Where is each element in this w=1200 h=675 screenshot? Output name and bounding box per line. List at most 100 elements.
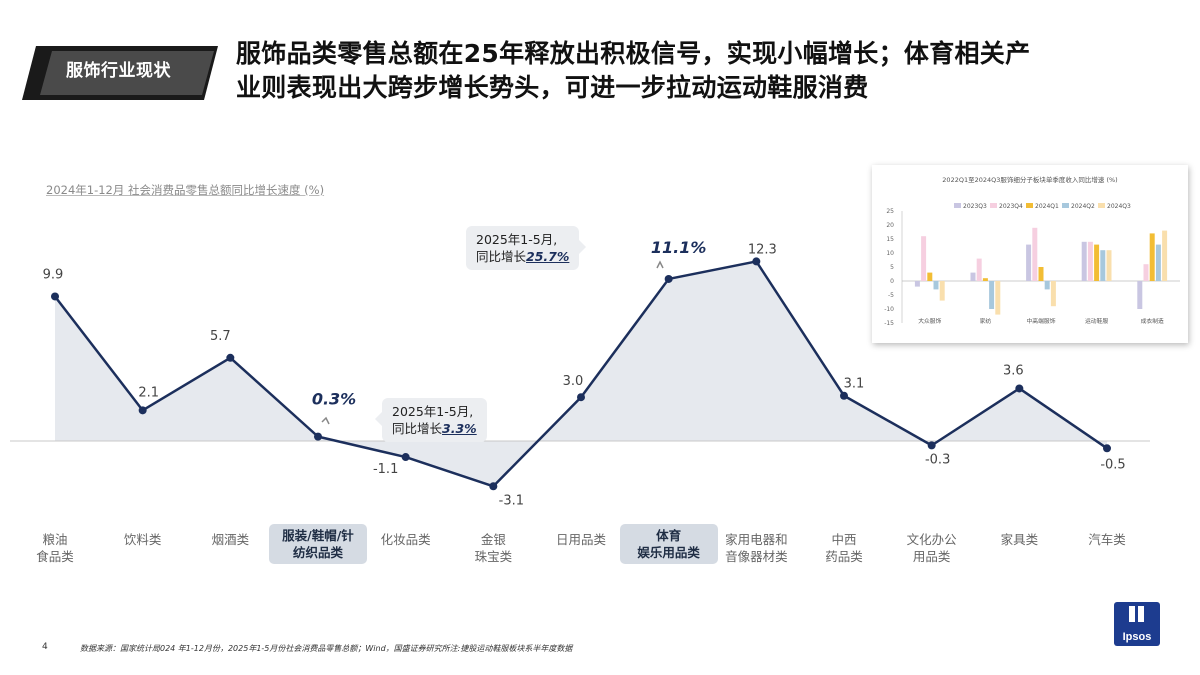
bar: [995, 281, 1001, 315]
category-label: 金银 珠宝类: [474, 532, 513, 564]
category-label: 汽车类: [1088, 532, 1126, 547]
data-label: 11.1%: [651, 238, 707, 257]
bar: [927, 272, 933, 281]
inset-bar-chart-panel: 2022Q1至2024Q3服饰细分子板块单季度收入同比增速 (%) 2023Q3 2…: [872, 165, 1188, 343]
category-label: 文化办公 用品类: [906, 532, 957, 564]
data-point: [1015, 384, 1024, 393]
category-label: 化妆品类: [380, 532, 431, 547]
main-chart-title: 2024年1-12月 社会消费品零售总额同比增长速度 (%): [46, 183, 325, 197]
bar: [1094, 244, 1100, 281]
bar: [1143, 264, 1149, 281]
callout-apparel-prefix: 同比增长: [392, 421, 443, 436]
data-label: -1.1: [373, 462, 398, 477]
callout-sports-value: 25.7%: [526, 249, 570, 264]
y-tick-label: -15: [884, 320, 894, 327]
bar: [1100, 250, 1106, 281]
data-label: 12.3: [748, 242, 777, 257]
legend-label: 2024Q1: [1035, 203, 1059, 210]
legend-label: 2023Q4: [999, 203, 1023, 210]
section-tag-label: 服饰行业现状: [66, 61, 171, 81]
data-label: -0.5: [1100, 457, 1125, 472]
headline-line-2: 业则表现出大跨步增长势头，可进一步拉动运动鞋服消费: [236, 73, 869, 102]
bar: [982, 278, 988, 281]
y-tick-label: -5: [888, 292, 894, 299]
y-tick-label: 0: [890, 278, 894, 285]
y-tick-label: 15: [886, 236, 894, 243]
logo-text: Ipsos: [1123, 631, 1152, 643]
bar: [1032, 227, 1038, 281]
headline-line-1: 服饰品类零售总额在25年释放出积极信号，实现小幅增长；体育相关产: [236, 39, 1031, 68]
category-label: 中西 药品类: [825, 532, 863, 564]
data-label: 5.7: [210, 329, 231, 344]
data-label: -0.3: [925, 452, 950, 467]
data-label: 2.1: [138, 385, 159, 400]
data-label: 3.1: [844, 377, 865, 392]
data-point: [577, 393, 585, 402]
data-point: [51, 292, 59, 301]
bar: [976, 258, 982, 281]
callout-apparel-line1: 2025年1-5月,: [392, 404, 474, 419]
data-point: [226, 353, 235, 362]
y-tick-label: 10: [886, 250, 894, 257]
annotation-arrow: [656, 260, 664, 269]
bar: [1038, 267, 1044, 281]
legend-swatch: [954, 203, 961, 208]
category-label: 服装/鞋帽/针 纺织品类: [269, 524, 367, 564]
bar: [1149, 233, 1155, 281]
data-point: [138, 406, 147, 415]
inset-category-label: 大众服饰: [918, 317, 941, 325]
callout-sports-prefix: 同比增长: [476, 249, 527, 264]
category-label: 粮油 食品类: [36, 532, 74, 564]
bar: [1081, 241, 1087, 281]
inset-chart-title: 2022Q1至2024Q3服饰细分子板块单季度收入同比增速 (%): [942, 175, 1117, 184]
data-point: [927, 441, 936, 450]
callout-sports-line1: 2025年1-5月,: [476, 232, 558, 247]
data-label: 3.0: [563, 374, 584, 389]
page-headline: 服饰品类零售总额在25年释放出积极信号，实现小幅增长；体育相关产 业则表现出大跨…: [236, 37, 1186, 105]
data-point: [752, 257, 761, 266]
y-tick-label: 20: [886, 222, 894, 229]
legend-swatch: [1098, 203, 1105, 208]
inset-bar-chart: 2022Q1至2024Q3服饰细分子板块单季度收入同比增速 (%) 2023Q3 2…: [884, 175, 1180, 327]
callout-sports-2025: 2025年1-5月, 同比增长25.7%: [466, 226, 587, 270]
legend-label: 2024Q3: [1107, 203, 1131, 210]
data-label: -3.1: [499, 493, 524, 508]
legend-swatch: [1062, 203, 1069, 208]
data-point: [840, 391, 848, 400]
page-number: 4: [42, 642, 48, 652]
y-tick-label: 25: [886, 208, 894, 215]
bar: [970, 272, 976, 281]
ipsos-logo: Ipsos: [1114, 602, 1160, 646]
bar: [1106, 250, 1112, 281]
bar: [1162, 230, 1168, 281]
y-tick-label: 5: [890, 264, 894, 271]
data-label: 3.6: [1003, 363, 1024, 378]
section-tag: 服饰行业现状: [22, 46, 218, 100]
data-label: 9.9: [43, 267, 64, 282]
category-label: 饮料类: [123, 532, 162, 547]
bar: [1044, 281, 1050, 290]
category-label: 家用电器和 音像器材类: [725, 532, 788, 564]
callout-apparel-2025: 2025年1-5月, 同比增长3.3%: [375, 398, 487, 442]
category-label: 体育 娱乐用品类: [619, 524, 718, 564]
bar: [1026, 244, 1032, 281]
bar: [1087, 241, 1093, 281]
data-point: [489, 482, 498, 491]
data-source-note: 数据来源：国家统计局024 年1-12月份，2025年1-5月份社会消费品零售总…: [80, 644, 573, 653]
bar: [1050, 281, 1056, 307]
bar: [1155, 244, 1161, 281]
bar: [1137, 281, 1143, 309]
bar: [933, 281, 939, 290]
inset-category-label: 中高端服饰: [1027, 317, 1056, 325]
bar: [921, 236, 927, 281]
callout-apparel-value: 3.3%: [442, 421, 477, 436]
legend-label: 2023Q3: [963, 203, 987, 210]
inset-category-label: 运动鞋服: [1085, 317, 1108, 325]
category-label: 家具类: [1000, 532, 1039, 547]
annotation-arrow: [321, 416, 330, 425]
section-tag-shape: [22, 46, 218, 100]
inset-category-label: 成衣制造: [1141, 317, 1164, 325]
category-label: 日用品类: [555, 532, 606, 547]
data-point: [314, 432, 322, 441]
